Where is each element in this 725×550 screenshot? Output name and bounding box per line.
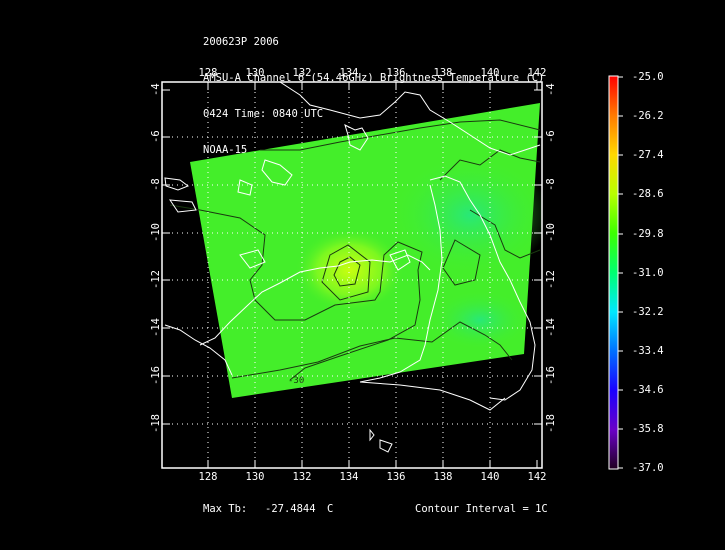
coast-arnhem [199,254,431,346]
contour-south [231,321,513,379]
coastlines [164,82,541,453]
lat-tick-left: -12 [150,270,162,289]
colorbar-label: -27.4 [632,149,664,161]
lat-tick-left: -18 [150,414,162,433]
lon-tick-top: 140 [480,67,500,79]
satellite-title: NOAA-15 [203,144,248,156]
lat-tick-left: -4 [150,83,162,96]
contour-west [169,204,423,381]
colorbar [608,75,619,470]
lat-tick-right: -4 [545,83,557,96]
lat-tick-left: -8 [150,178,162,191]
contour-lines [169,119,541,381]
contour-east2 [469,209,541,259]
lon-tick-top: 138 [433,67,453,79]
coast-kimberley [164,324,233,376]
lat-tick-left: -10 [150,223,162,242]
lat-tick-right: -8 [545,178,557,191]
coast-south [359,381,506,411]
time-title: 0424 Time: 0840 UTC [203,108,324,120]
axis-ticks [162,82,542,468]
coast-yapen [344,124,369,151]
coast-kai [237,179,253,196]
coast-melville [239,249,266,269]
lon-tick-bottom: 136 [386,471,406,483]
lon-tick-top: 134 [339,67,359,79]
coast-small [369,428,375,442]
lon-tick-top: 130 [245,67,265,79]
contour-north [260,119,541,151]
plot-header: 200623P 2006 AMSU-A Channel 6 (54.46GHz)… [203,12,544,168]
lat-tick-right: -14 [545,318,557,337]
contour-label: -30 [288,376,304,386]
cool-region-south [430,290,530,350]
colorbar-label: -37.0 [632,462,664,474]
coast-gulf [359,184,443,383]
warm-core [295,228,405,312]
lat-tick-left: -16 [150,366,162,385]
lat-tick-right: -16 [545,366,557,385]
coast-aru [261,159,293,186]
contour-warm [321,244,371,301]
product-title: AMSU-A Channel 6 (54.46GHz) Brightness T… [203,72,545,84]
coast-islet [379,439,393,453]
contour-ne-loop [442,239,481,286]
colorbar-label: -31.0 [632,267,664,279]
max-tb-value: -27.4844 [265,503,316,515]
cool-region [390,155,542,275]
lat-tick-left: -14 [150,318,162,337]
lat-tick-left: -6 [150,130,162,143]
lon-tick-bottom: 132 [292,471,312,483]
coast-papua [279,82,541,156]
max-tb-label: Max Tb: [203,503,248,515]
colorbar-label: -33.4 [632,345,664,357]
map-frame [161,81,543,469]
lat-tick-right: -12 [545,270,557,289]
coast-groote [389,249,411,271]
coast-timor [164,177,190,191]
colorbar-label: -25.0 [632,71,664,83]
lon-tick-bottom: 130 [245,471,265,483]
lon-tick-bottom: 134 [339,471,359,483]
lon-tick-bottom: 142 [527,471,547,483]
lon-tick-top: 136 [386,67,406,79]
coast-tanimbar [169,199,197,213]
lon-tick-bottom: 138 [433,471,453,483]
lon-tick-bottom: 128 [198,471,218,483]
colorbar-label: -29.8 [632,228,664,240]
lon-tick-top: 132 [292,67,312,79]
colorbar-ticks [618,76,623,469]
contour-core [333,256,361,287]
lon-tick-top: 142 [527,67,547,79]
colorbar-label: -28.6 [632,188,664,200]
colorbar-label: -26.2 [632,110,664,122]
contour-interval: Contour Interval = 1C [415,503,548,515]
lon-tick-top: 128 [198,67,218,79]
max-tb-unit: C [327,503,334,515]
colorbar-label: -32.2 [632,306,664,318]
lon-tick-bottom: 140 [480,471,500,483]
coast-cape-york [429,175,536,401]
graticule [162,82,542,468]
colorbar-label: -35.8 [632,423,664,435]
lat-tick-right: -18 [545,414,557,433]
storm-id-title: 200623P 2006 [203,36,279,48]
colorbar-label: -34.6 [632,384,664,396]
lat-tick-right: -6 [545,130,557,143]
lat-tick-right: -10 [545,223,557,242]
